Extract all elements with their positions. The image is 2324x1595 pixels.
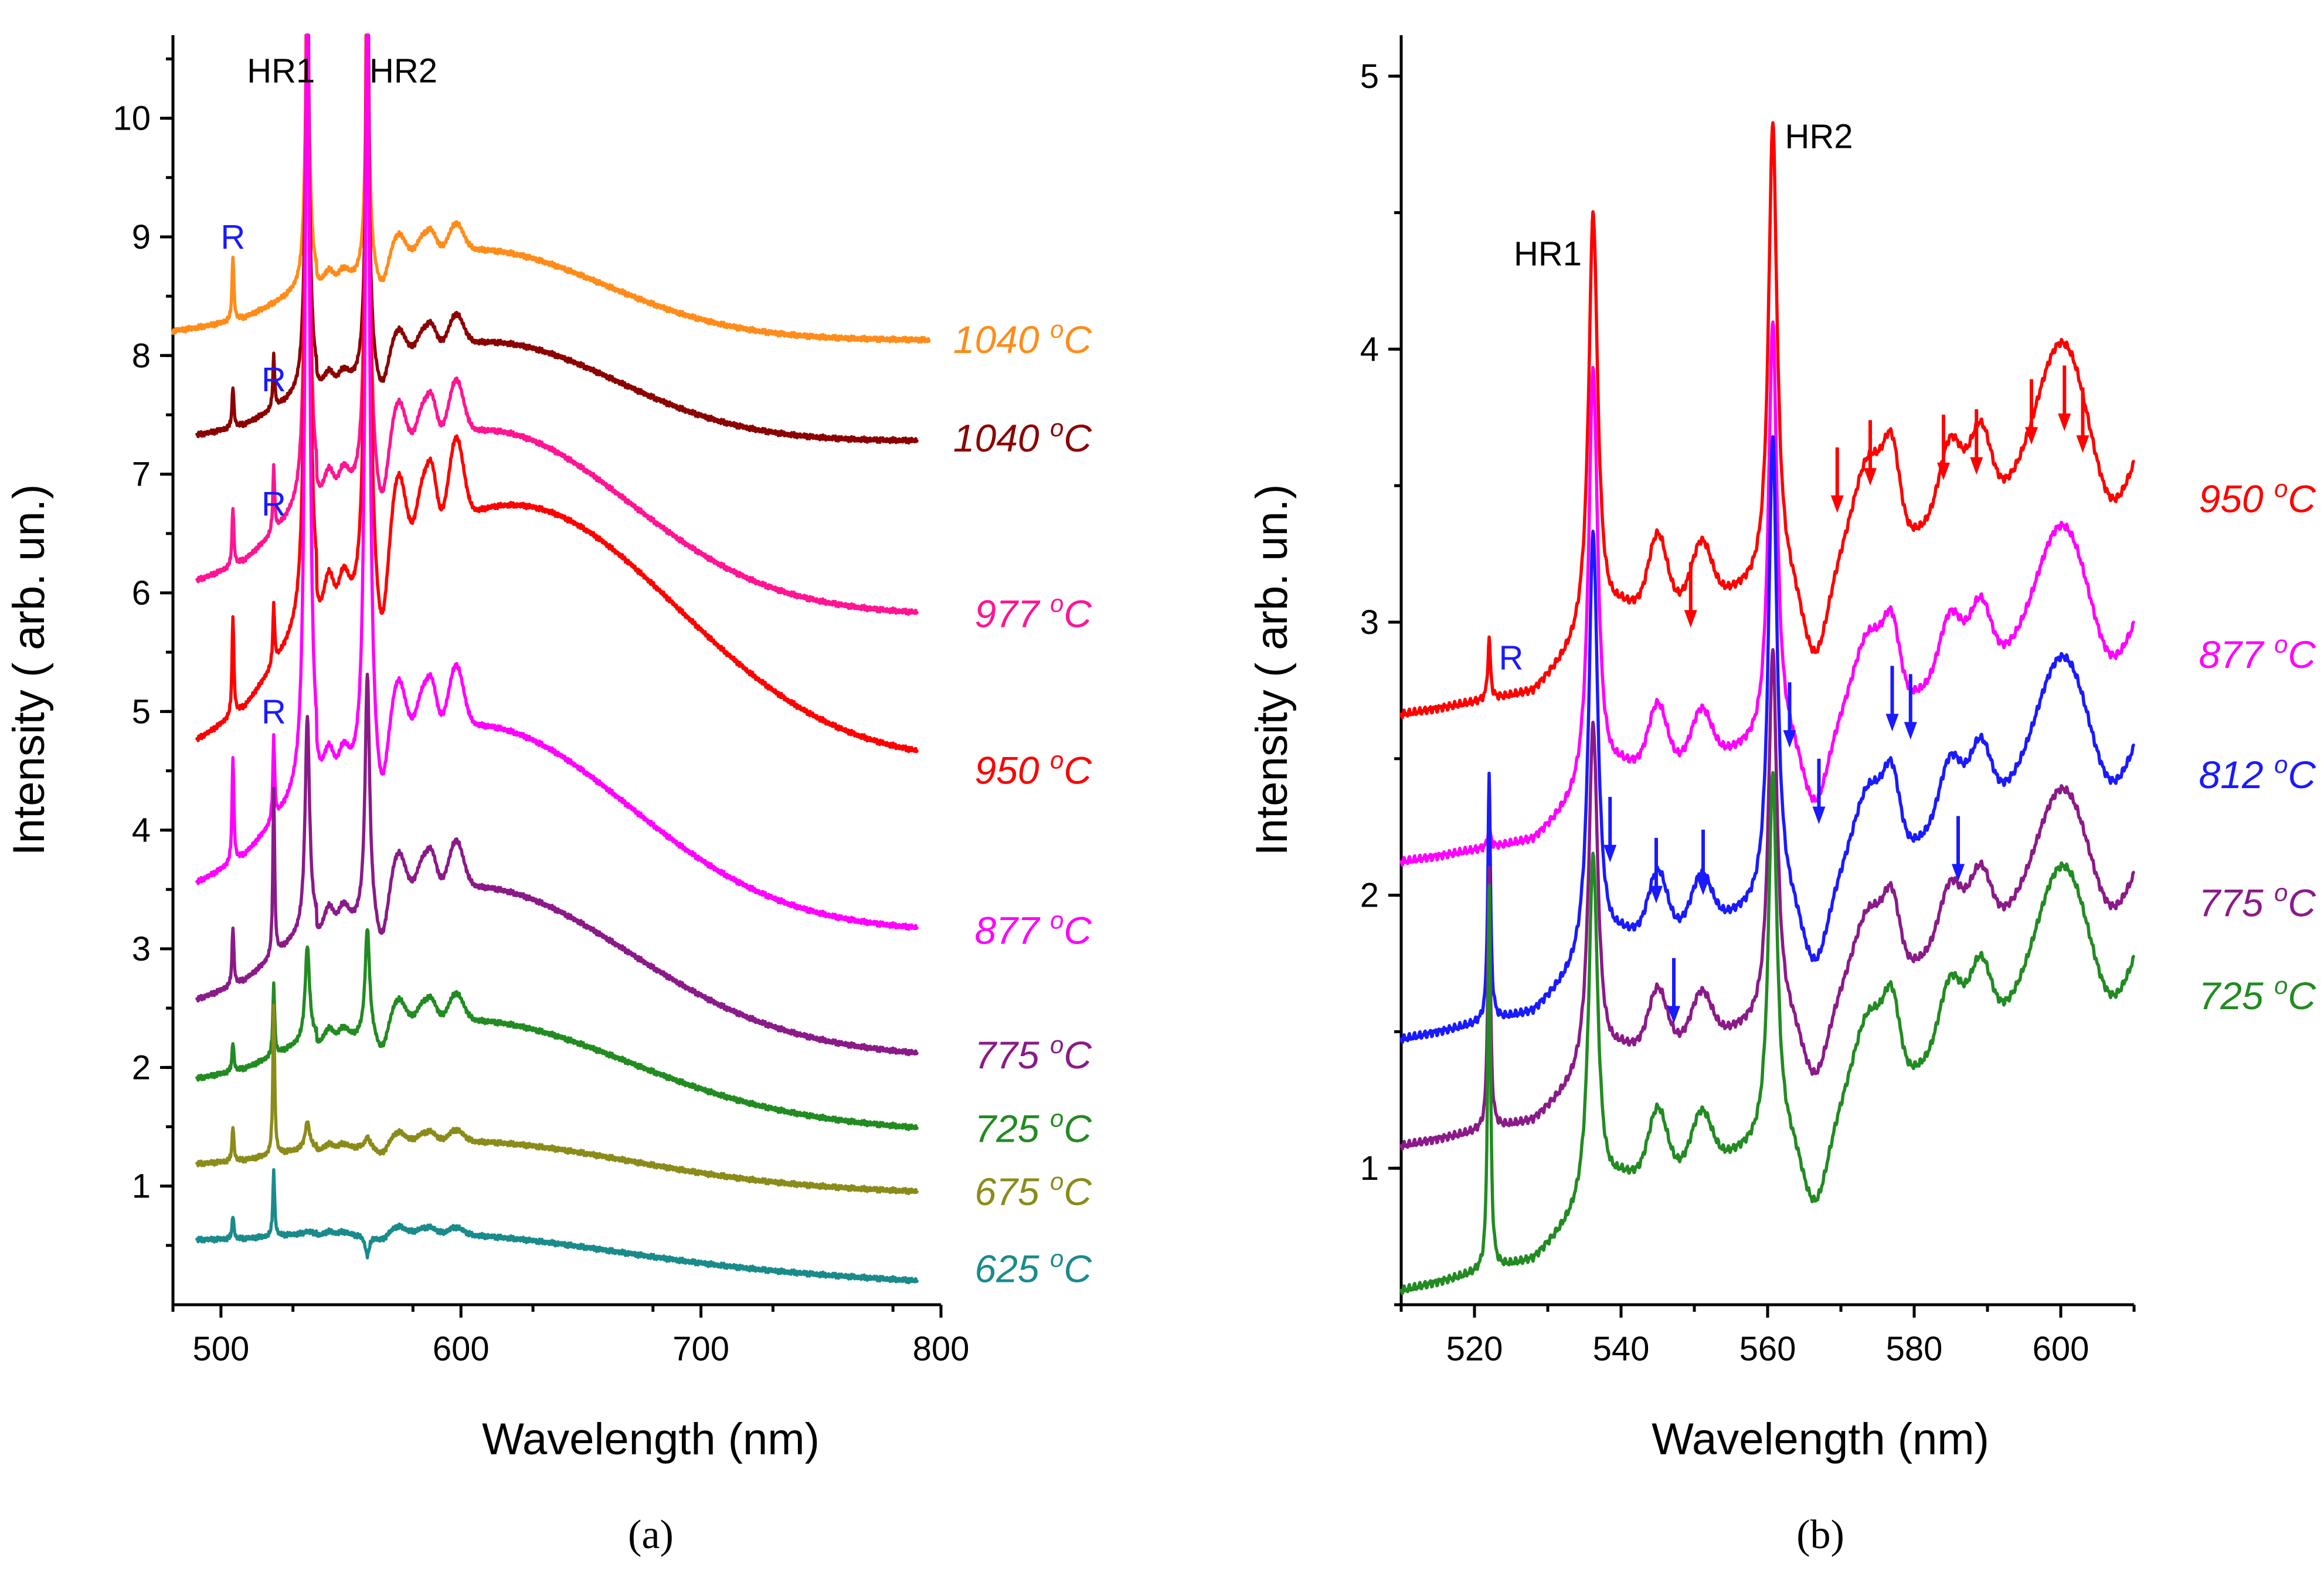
- r-line-label: R: [220, 218, 245, 256]
- peak-label: HR1: [1514, 235, 1582, 273]
- y-tick-label: 4: [132, 812, 151, 850]
- x-axis-title: Wavelength (nm): [482, 1414, 820, 1464]
- r-line-label: R: [1499, 639, 1524, 677]
- series-label: 675 oC: [975, 1168, 1093, 1213]
- red-arrow-head: [2076, 435, 2089, 453]
- series-label: 950 oC: [975, 746, 1093, 792]
- blue-arrow-head: [1885, 714, 1899, 732]
- x-axis-title: Wavelength (nm): [1652, 1414, 1989, 1464]
- y-tick-label: 7: [132, 456, 151, 494]
- peak-label: HR1: [247, 52, 315, 90]
- peak-label: HR2: [369, 52, 437, 90]
- series-line: [195, 33, 919, 616]
- blue-arrow-head: [1904, 722, 1917, 740]
- series-label: 775 oC: [2199, 879, 2317, 925]
- series-line: [195, 1168, 919, 1285]
- red-arrow-head: [2025, 427, 2038, 445]
- series-label: 877 oC: [2199, 630, 2317, 676]
- y-tick-label: 1: [132, 1168, 151, 1206]
- x-tick-label: 540: [1593, 1330, 1650, 1368]
- series-line: [1399, 648, 2135, 1151]
- series-line: [195, 33, 919, 445]
- red-arrow-head: [1970, 457, 1983, 475]
- blue-arrow-head: [1697, 877, 1710, 895]
- series-line: [195, 33, 919, 754]
- blue-arrow-head: [1603, 844, 1617, 863]
- red-arrow-head: [1684, 610, 1697, 628]
- y-tick-label: 2: [1360, 877, 1379, 915]
- y-tick-label: 3: [132, 930, 151, 968]
- series-label: 775 oC: [975, 1031, 1093, 1077]
- r-line-label: R: [261, 361, 286, 399]
- y-axis-title: Intensity ( arb. un.): [4, 484, 54, 856]
- y-tick-label: 2: [132, 1048, 151, 1087]
- series-line: [195, 673, 919, 1057]
- series-label: 725 oC: [2199, 972, 2317, 1017]
- r-line-label: R: [261, 693, 286, 731]
- x-tick-label: 500: [192, 1330, 249, 1368]
- x-tick-label: 800: [913, 1330, 970, 1368]
- series-line: [195, 928, 919, 1131]
- red-arrow-head: [2058, 413, 2071, 432]
- y-tick-label: 8: [132, 337, 151, 375]
- series-line: [1399, 121, 2135, 720]
- series-line: [195, 1003, 919, 1196]
- red-arrow-head: [1937, 462, 1950, 480]
- series-label: 950 oC: [2199, 475, 2317, 521]
- y-tick-label: 1: [1360, 1149, 1379, 1187]
- series-label: 1040 oC: [953, 414, 1093, 460]
- y-tick-label: 5: [1360, 57, 1379, 96]
- x-tick-label: 520: [1446, 1330, 1503, 1368]
- x-tick-label: 700: [672, 1330, 729, 1368]
- series-label: 625 oC: [975, 1244, 1093, 1290]
- panel-label: (b): [1796, 1512, 1844, 1557]
- peak-label: HR2: [1785, 117, 1853, 155]
- y-tick-label: 5: [132, 693, 151, 731]
- series-label: 1040 oC: [953, 315, 1093, 361]
- y-tick-label: 4: [1360, 330, 1379, 368]
- x-tick-label: 580: [1886, 1330, 1943, 1368]
- series-line: [1399, 320, 2135, 867]
- series-line: [1399, 771, 2135, 1295]
- panel-label: (a): [628, 1512, 674, 1557]
- y-tick-label: 9: [132, 218, 151, 256]
- series-line: [171, 33, 931, 344]
- x-tick-label: 560: [1739, 1330, 1796, 1368]
- blue-arrow-head: [1667, 1006, 1680, 1024]
- red-arrow-head: [1830, 495, 1844, 513]
- y-axis-title: Intensity ( arb. un.): [1247, 484, 1297, 856]
- x-tick-label: 600: [433, 1330, 490, 1368]
- y-tick-label: 3: [1360, 603, 1379, 642]
- blue-arrow-head: [1812, 806, 1826, 824]
- blue-arrow-head: [1783, 730, 1796, 748]
- series-label: 977 oC: [975, 589, 1093, 635]
- blue-arrow-head: [1650, 885, 1663, 904]
- series-label: 812 oC: [2199, 751, 2317, 796]
- panel-a: 500 600 700 800 1 2 3 4 5 6 7 8 9 10 Wavelength (nm) In…: [4, 33, 1093, 1557]
- panel-b: 520 540 560 580 600 1 2 3 4 5 Wavelength (nm) Inten…: [1247, 35, 2316, 1557]
- series-line: [195, 33, 919, 931]
- r-line-label: R: [261, 485, 286, 523]
- blue-arrow-head: [1952, 864, 1965, 882]
- series-label: 725 oC: [975, 1105, 1093, 1151]
- red-arrow-head: [1864, 468, 1877, 486]
- y-tick-label: 10: [113, 100, 151, 138]
- series-line: [1399, 435, 2135, 1044]
- x-tick-label: 600: [2033, 1330, 2089, 1368]
- series-label: 877 oC: [975, 907, 1093, 952]
- y-tick-label: 6: [132, 574, 151, 612]
